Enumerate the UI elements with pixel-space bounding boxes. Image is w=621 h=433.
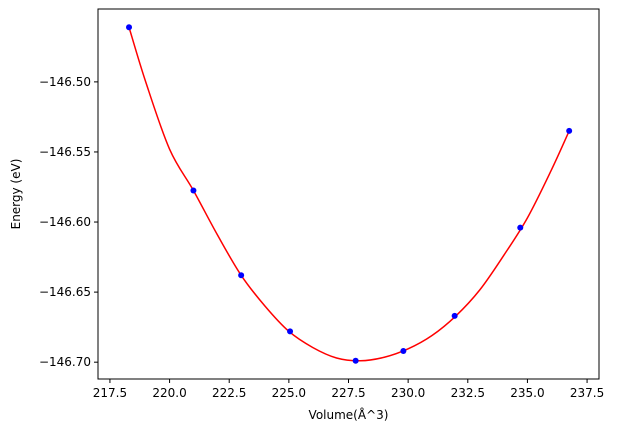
data-point: [517, 224, 524, 231]
x-tick-label: 235.0: [510, 386, 544, 400]
data-points: [126, 24, 573, 364]
x-axis-label: Volume(Å^3): [309, 407, 389, 422]
y-tick-label: −146.55: [39, 145, 91, 159]
x-tick-label: 217.5: [93, 386, 127, 400]
x-tick-label: 222.5: [212, 386, 246, 400]
y-tick-label: −146.50: [39, 75, 91, 89]
y-axis-label: Energy (eV): [9, 159, 23, 230]
data-point: [126, 24, 133, 31]
x-tick-label: 220.0: [152, 386, 186, 400]
y-tick-label: −146.60: [39, 215, 91, 229]
x-tick-label: 237.5: [570, 386, 604, 400]
data-point: [190, 187, 197, 194]
y-axis-ticks: −146.50 −146.55 −146.60 −146.65 −146.70: [39, 75, 98, 369]
x-axis-ticks: 217.5 220.0 222.5 225.0 227.5 230.0 232.5 235.0…: [93, 379, 604, 400]
data-point: [566, 127, 573, 134]
data-point: [451, 312, 458, 319]
x-tick-label: 232.5: [451, 386, 485, 400]
x-tick-label: 225.0: [272, 386, 306, 400]
x-tick-label: 230.0: [391, 386, 425, 400]
data-point: [238, 272, 245, 279]
data-point: [287, 328, 294, 335]
data-point: [400, 347, 407, 354]
plot-area: [98, 9, 599, 379]
data-point: [352, 357, 359, 364]
y-tick-label: −146.65: [39, 285, 91, 299]
y-tick-label: −146.70: [39, 355, 91, 369]
x-tick-label: 227.5: [331, 386, 365, 400]
